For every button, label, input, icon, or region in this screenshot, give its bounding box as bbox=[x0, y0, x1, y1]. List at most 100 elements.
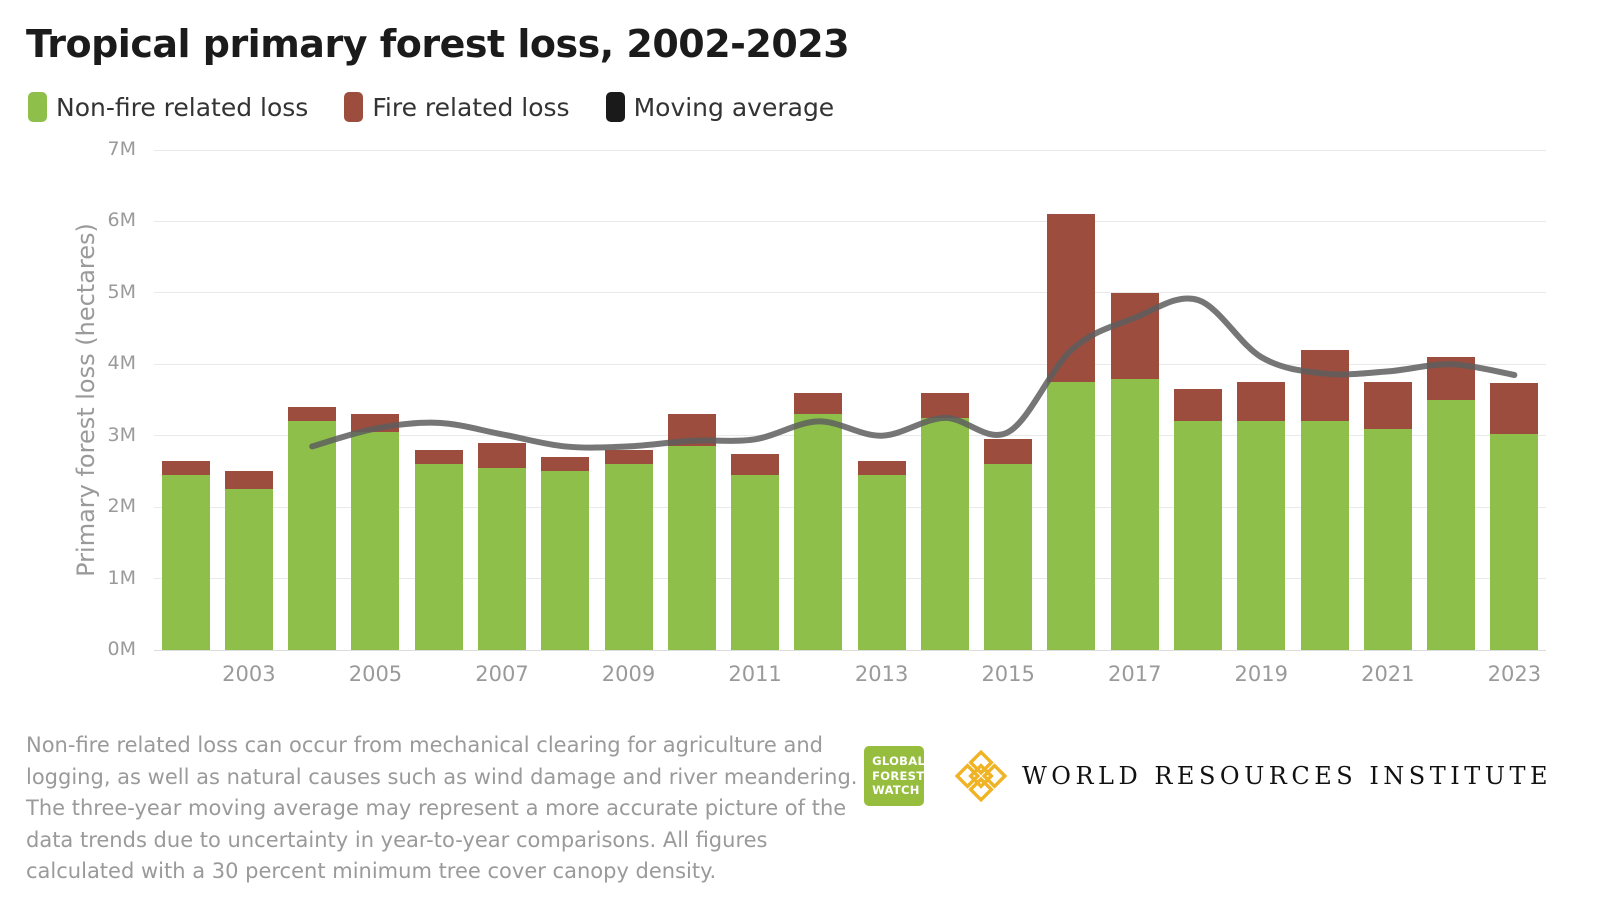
bar-2004[interactable] bbox=[288, 407, 337, 650]
y-tick-label: 0M bbox=[107, 638, 136, 660]
moving-average-swatch-icon bbox=[605, 92, 625, 122]
legend-item-nonfire[interactable]: Non-fire related loss bbox=[28, 92, 308, 122]
bar-segment-fire[interactable] bbox=[1047, 214, 1096, 383]
bar-segment-fire[interactable] bbox=[731, 453, 780, 475]
y-tick-label: 4M bbox=[107, 352, 136, 375]
bar-segment-fire[interactable] bbox=[984, 439, 1033, 465]
bar-segment-fire[interactable] bbox=[794, 392, 843, 415]
gridline bbox=[154, 292, 1546, 294]
bar-2003[interactable] bbox=[224, 471, 273, 650]
gridline bbox=[154, 649, 1546, 651]
wri-logo-text: WORLD RESOURCES INSTITUTE bbox=[1022, 762, 1552, 790]
bar-2008[interactable] bbox=[541, 457, 590, 650]
bar-segment-fire[interactable] bbox=[224, 471, 273, 490]
x-tick-label: 2009 bbox=[601, 662, 656, 686]
x-tick-label: 2015 bbox=[981, 662, 1035, 686]
footnote: Non-fire related loss can occur from mec… bbox=[26, 733, 858, 883]
bar-2007[interactable] bbox=[478, 442, 526, 650]
gridline bbox=[154, 149, 1546, 151]
y-tick-label: 2M bbox=[107, 495, 136, 518]
bar-2017[interactable] bbox=[1110, 292, 1159, 650]
y-tick-label: 6M bbox=[107, 209, 136, 232]
bar-2009[interactable] bbox=[604, 450, 653, 650]
bar-segment-fire[interactable] bbox=[478, 442, 526, 468]
nonfire-swatch-icon bbox=[28, 92, 47, 122]
bar-segment-fire[interactable] bbox=[1427, 357, 1476, 400]
bar-segment-fire[interactable] bbox=[604, 450, 653, 465]
bar-segment-fire[interactable] bbox=[414, 450, 463, 465]
bar-segment-nonfire[interactable] bbox=[1047, 382, 1096, 650]
bar-segment-nonfire[interactable] bbox=[414, 464, 463, 650]
bar-segment-nonfire[interactable] bbox=[288, 421, 337, 650]
bar-segment-nonfire[interactable] bbox=[731, 475, 780, 650]
bar-2019[interactable] bbox=[1237, 382, 1286, 650]
bar-2016[interactable] bbox=[1047, 214, 1096, 650]
bar-2006[interactable] bbox=[414, 450, 463, 650]
y-tick-label: 5M bbox=[107, 280, 136, 303]
x-axis-labels: 2003 2005 2007 2009 2011 2013 2015 2017 2019 2021… bbox=[154, 662, 1546, 696]
bar-2011[interactable] bbox=[731, 453, 780, 650]
bar-segment-nonfire[interactable] bbox=[161, 475, 210, 650]
bar-segment-nonfire[interactable] bbox=[1427, 400, 1476, 650]
x-tick-label: 2019 bbox=[1234, 662, 1288, 686]
bar-segment-fire[interactable] bbox=[667, 414, 716, 447]
bar-segment-nonfire[interactable] bbox=[1237, 421, 1286, 650]
bar-segment-fire[interactable] bbox=[1300, 350, 1349, 422]
bar-segment-fire[interactable] bbox=[857, 460, 906, 475]
y-tick-label: 7M bbox=[107, 138, 136, 160]
fire-swatch-icon bbox=[344, 92, 364, 122]
bar-2023[interactable] bbox=[1490, 382, 1539, 650]
bar-segment-nonfire[interactable] bbox=[667, 446, 716, 650]
bar-segment-fire[interactable] bbox=[541, 457, 590, 472]
bar-segment-fire[interactable] bbox=[1363, 382, 1412, 429]
bar-segment-nonfire[interactable] bbox=[224, 489, 273, 650]
bar-segment-fire[interactable] bbox=[1110, 292, 1159, 379]
bar-segment-fire[interactable] bbox=[288, 407, 337, 422]
bar-segment-nonfire[interactable] bbox=[984, 464, 1033, 650]
bar-2005[interactable] bbox=[351, 414, 400, 650]
bar-2021[interactable] bbox=[1363, 382, 1412, 650]
bar-2013[interactable] bbox=[857, 460, 906, 650]
bar-segment-fire[interactable] bbox=[161, 460, 210, 475]
wri-lattice-icon bbox=[954, 749, 1008, 803]
gridline bbox=[154, 506, 1546, 508]
plot-area bbox=[154, 149, 1546, 651]
x-tick-label: 2017 bbox=[1107, 662, 1162, 686]
bar-segment-nonfire[interactable] bbox=[1300, 421, 1349, 650]
bar-segment-nonfire[interactable] bbox=[794, 414, 843, 650]
bar-segment-nonfire[interactable] bbox=[478, 467, 526, 650]
bar-segment-nonfire[interactable] bbox=[920, 417, 969, 650]
bar-2010[interactable] bbox=[667, 414, 716, 650]
x-tick-label: 2005 bbox=[348, 662, 403, 686]
bar-2018[interactable] bbox=[1174, 389, 1222, 650]
bar-segment-fire[interactable] bbox=[1237, 382, 1286, 422]
legend-label: Moving average bbox=[633, 92, 835, 122]
gfw-logo-line: GLOBAL bbox=[872, 754, 926, 769]
x-tick-label: 2007 bbox=[475, 662, 529, 686]
bar-segment-nonfire[interactable] bbox=[1490, 434, 1539, 650]
x-tick-label: 2011 bbox=[728, 662, 782, 686]
bar-segment-nonfire[interactable] bbox=[541, 471, 590, 650]
bar-2015[interactable] bbox=[984, 439, 1033, 650]
bar-segment-nonfire[interactable] bbox=[1363, 428, 1412, 650]
bar-segment-fire[interactable] bbox=[351, 414, 400, 433]
bar-2022[interactable] bbox=[1427, 357, 1476, 650]
legend-item-fire[interactable]: Fire related loss bbox=[344, 92, 570, 122]
bar-2002[interactable] bbox=[161, 460, 210, 650]
legend-item-moving-average[interactable]: Moving average bbox=[605, 92, 835, 122]
gfw-logo-line: WATCH bbox=[872, 783, 920, 798]
bar-segment-nonfire[interactable] bbox=[351, 432, 400, 650]
bar-2014[interactable] bbox=[920, 392, 969, 650]
bar-2012[interactable] bbox=[794, 392, 843, 650]
bar-segment-fire[interactable] bbox=[920, 392, 969, 418]
bar-segment-nonfire[interactable] bbox=[1110, 378, 1159, 650]
global-forest-watch-logo[interactable]: GLOBAL FOREST WATCH bbox=[864, 746, 926, 806]
world-resources-institute-logo[interactable]: WORLD RESOURCES INSTITUTE bbox=[954, 749, 1552, 803]
bar-segment-nonfire[interactable] bbox=[857, 475, 906, 650]
bar-segment-fire[interactable] bbox=[1174, 389, 1222, 422]
gfw-logo-line: FOREST bbox=[872, 768, 925, 783]
bar-segment-fire[interactable] bbox=[1490, 382, 1539, 435]
bar-segment-nonfire[interactable] bbox=[604, 464, 653, 650]
bar-2020[interactable] bbox=[1300, 350, 1349, 650]
bar-segment-nonfire[interactable] bbox=[1174, 421, 1222, 650]
